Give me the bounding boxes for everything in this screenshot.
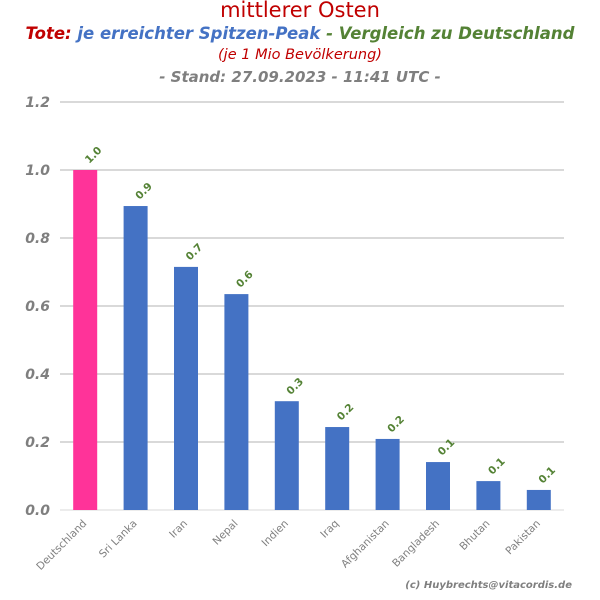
- bar: [476, 481, 501, 510]
- credit: (c) Huybrechts@vitacordis.de: [405, 580, 572, 591]
- data-label: 0.9: [133, 181, 155, 203]
- bar: [123, 206, 148, 511]
- chart-title: mittlerer Osten: [220, 0, 380, 22]
- subtitle-vergleich: - Vergleich zu Deutschland: [320, 24, 575, 43]
- data-label: 0.2: [335, 402, 357, 424]
- data-label: 0.2: [385, 413, 407, 435]
- y-tick-label: 0.2: [25, 435, 50, 451]
- bar: [73, 170, 98, 510]
- x-tick-label: Bhutan: [457, 518, 492, 553]
- subtitle-peak: je erreichter Spitzen-Peak: [71, 24, 321, 43]
- x-tick-label: Indien: [259, 518, 290, 549]
- bar: [224, 294, 249, 510]
- x-tick-label: Iraq: [318, 518, 341, 541]
- bar: [325, 427, 350, 510]
- subtitle-tote: Tote:: [25, 24, 72, 43]
- x-tick-label: Nepal: [211, 518, 241, 548]
- y-tick-label: 1.2: [25, 95, 50, 111]
- x-tick-label: Pakistan: [503, 518, 543, 558]
- data-label: 1.0: [83, 144, 105, 166]
- bar: [174, 266, 198, 510]
- bar: [426, 462, 450, 510]
- data-label: 0.6: [234, 269, 256, 291]
- chart-date: - Stand: 27.09.2023 - 11:41 UTC -: [159, 68, 441, 86]
- y-tick-label: 0.6: [25, 299, 50, 315]
- y-tick-label: 0.8: [25, 231, 50, 247]
- y-tick-label: 0.4: [25, 367, 50, 383]
- x-tick-label: Iran: [167, 518, 190, 541]
- data-label: 0.1: [536, 464, 558, 486]
- bar: [375, 438, 400, 510]
- bar: [526, 489, 551, 510]
- data-label: 0.7: [184, 241, 206, 263]
- y-tick-label: 0.0: [25, 503, 50, 519]
- chart-unit: (je 1 Mio Bevölkerung): [218, 47, 382, 63]
- data-label: 0.3: [284, 376, 306, 398]
- x-tick-label: Bangladesh: [390, 518, 442, 570]
- data-label: 0.1: [436, 437, 458, 459]
- chart-subtitle: Tote: je erreichter Spitzen-Peak - Vergl…: [0, 24, 600, 43]
- x-tick-label: Afghanistan: [339, 518, 392, 571]
- y-tick-label: 1.0: [25, 163, 50, 179]
- x-tick-label: Deutschland: [34, 518, 89, 573]
- data-label: 0.1: [486, 456, 508, 478]
- x-tick-label: Sri Lanka: [97, 518, 140, 561]
- bar: [274, 401, 299, 510]
